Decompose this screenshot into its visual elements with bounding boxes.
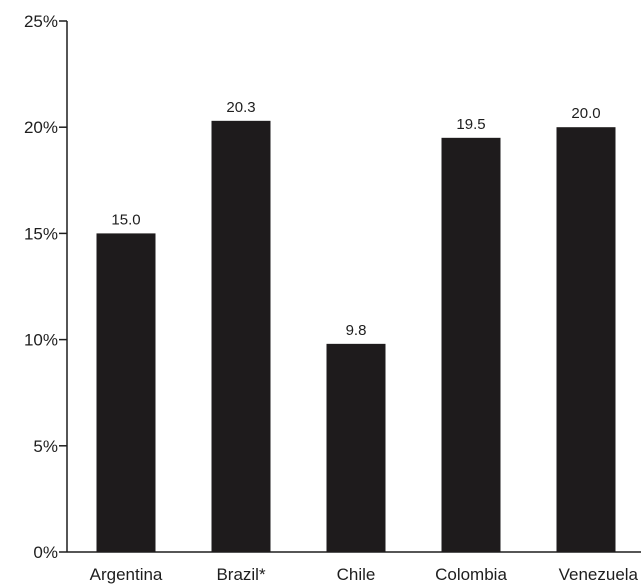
y-tick-label: 5% [33,437,58,456]
bar-value-label: 19.5 [456,116,485,133]
bar-value-label: 20.3 [226,99,255,116]
x-category-label: Chile [337,565,376,584]
value-labels: 15.0 20.3 9.8 19.5 20.0 [111,99,600,339]
bar-brazil [211,120,271,552]
y-tick-label: 0% [33,543,58,562]
bars [96,120,616,552]
bar-value-label: 15.0 [111,211,140,228]
bar-argentina [96,233,156,552]
x-category-label: Colombia [435,565,507,584]
bar-colombia [441,137,501,552]
bar-chile [326,343,386,552]
y-tick-label: 15% [24,224,58,243]
x-category-label: Venezuela [559,565,639,584]
y-tick-label: 25% [24,12,58,31]
y-tick-label: 10% [24,331,58,350]
category-labels: Argentina Brazil* Chile Colombia Venezuela [90,565,639,584]
bar-value-label: 9.8 [346,322,367,339]
y-tick-label: 20% [24,118,58,137]
x-category-label: Argentina [90,565,163,584]
y-axis: 0% 5% 10% 15% 20% 25% [24,12,68,562]
bar-value-label: 20.0 [571,105,600,122]
bar-venezuela [556,127,616,552]
x-category-label: Brazil* [216,565,266,584]
